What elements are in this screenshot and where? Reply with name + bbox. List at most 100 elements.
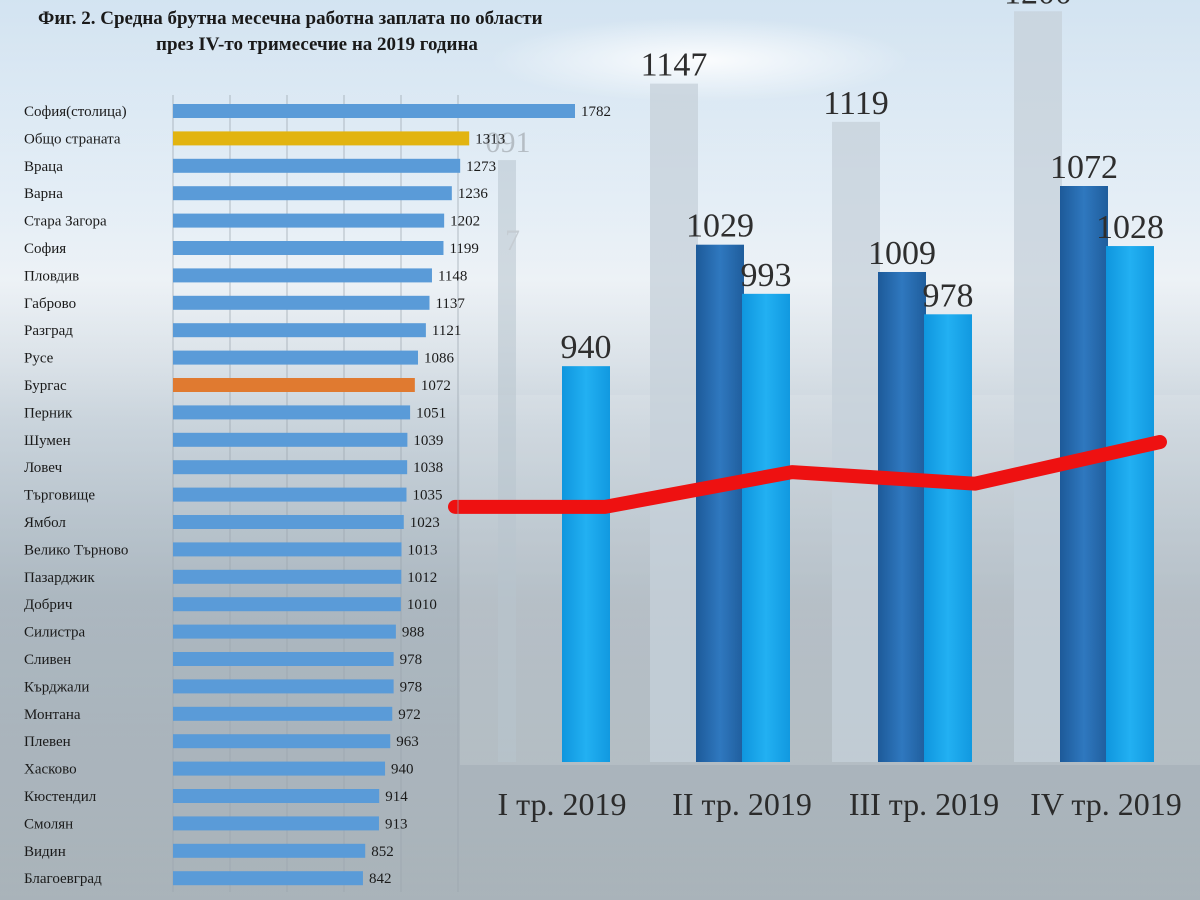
region-value-label: 1086 <box>424 351 455 367</box>
quarter-bar-4-series-1 <box>1014 11 1062 762</box>
region-label: Силистра <box>24 625 85 641</box>
region-value-label: 1199 <box>449 241 478 257</box>
region-value-label: 1273 <box>466 159 496 175</box>
quarter-bar-3-series-2 <box>878 271 926 762</box>
quarter-value-label: 091 <box>486 126 531 159</box>
quarter-value-label: 1200 <box>1004 0 1072 11</box>
region-bar <box>173 186 452 201</box>
region-label: Враца <box>24 159 63 175</box>
region-bar <box>173 405 411 420</box>
region-bar <box>173 295 430 310</box>
quarter-bar-4-series-3 <box>1106 246 1154 762</box>
region-value-label: 1038 <box>413 460 443 476</box>
quarter-value-label: 993 <box>741 257 792 294</box>
quarter-bar <box>696 244 744 762</box>
quarter-axis-label: IV тр. 2019 <box>1030 786 1182 822</box>
region-bar <box>173 487 407 502</box>
quarter-bar <box>562 366 610 762</box>
quarter-bar-3-series-3 <box>924 314 972 762</box>
quarter-bar-2-series-2 <box>696 244 744 762</box>
quarter-value-label: 1147 <box>641 47 708 84</box>
region-label: Видин <box>24 844 66 860</box>
quarter-value-label: 940 <box>561 329 612 366</box>
region-label: Монтана <box>24 707 81 723</box>
region-label: Перник <box>24 405 73 421</box>
region-bar <box>173 624 396 639</box>
region-bar <box>173 515 404 529</box>
region-value-label: 978 <box>400 652 423 668</box>
region-bar <box>173 131 470 146</box>
region-bar <box>173 679 394 694</box>
region-label: Кърджали <box>24 679 89 695</box>
region-value-label: 914 <box>385 789 408 805</box>
quarter-axis-label: II тр. 2019 <box>672 786 812 822</box>
region-value-label: 972 <box>398 707 421 723</box>
region-label: Габрово <box>24 296 76 312</box>
quarter-bar-4-series-2 <box>1060 186 1108 762</box>
quarter-bar <box>832 121 880 763</box>
region-bar <box>173 104 575 118</box>
region-bar <box>173 761 386 776</box>
region-label: Плевен <box>24 734 71 750</box>
quarter-bar-3-series-1 <box>832 121 880 763</box>
region-value-label: 1313 <box>475 131 505 147</box>
region-value-label: 940 <box>391 762 414 778</box>
quarter-bar <box>650 83 698 763</box>
region-value-label: 1051 <box>416 405 446 421</box>
region-label: Кюстендил <box>24 789 97 805</box>
region-label: Смолян <box>24 816 73 832</box>
quarter-value-label: 1009 <box>868 235 936 272</box>
region-bar <box>173 652 394 666</box>
chart-title-line2: през IV-то тримесечие на 2019 година <box>156 34 478 55</box>
region-value-label: 1137 <box>435 296 465 312</box>
region-label: Стара Загора <box>24 214 107 230</box>
quarter-bar-2-series-1 <box>650 83 698 763</box>
partial-value-label: 7 <box>505 224 520 257</box>
quarter-value-label: 1028 <box>1096 209 1164 246</box>
region-bar <box>173 460 408 475</box>
region-bar <box>173 268 432 283</box>
quarter-bar <box>1106 246 1154 762</box>
region-bar <box>173 706 393 721</box>
quarter-bar <box>742 293 790 762</box>
region-value-label: 1121 <box>432 323 461 339</box>
region-value-label: 842 <box>369 871 392 887</box>
chart-title-line1: Фиг. 2. Средна брутна месечна работна за… <box>38 8 543 29</box>
quarter-value-label: 1029 <box>686 208 754 245</box>
region-value-label: 1202 <box>450 214 480 230</box>
region-value-label: 1012 <box>407 570 437 586</box>
quarter-bar <box>1060 186 1108 762</box>
quarter-value-label: 1119 <box>823 85 888 122</box>
region-label: Благоевград <box>24 871 102 887</box>
quarter-bar <box>924 314 972 762</box>
region-label: Бургас <box>24 378 67 394</box>
region-value-label: 1013 <box>408 542 438 558</box>
region-bar <box>173 789 380 803</box>
quarter-axis-label: III тр. 2019 <box>849 786 999 822</box>
region-bar <box>173 350 418 365</box>
region-label: Русе <box>24 351 54 367</box>
quarter-bar <box>498 160 516 762</box>
region-label: Шумен <box>24 433 71 449</box>
region-bar <box>173 843 366 858</box>
region-bar <box>173 542 402 557</box>
region-value-label: 1782 <box>581 104 611 120</box>
region-label: Пазарджик <box>24 570 95 586</box>
region-bar <box>173 323 426 338</box>
region-label: Пловдив <box>24 268 79 284</box>
region-value-label: 1023 <box>410 515 440 531</box>
quarter-bar <box>1014 11 1062 762</box>
region-bar <box>173 241 444 255</box>
region-label: Разград <box>24 323 73 339</box>
region-label: Добрич <box>24 597 73 613</box>
region-bar <box>173 213 445 228</box>
region-value-label: 1148 <box>438 268 467 284</box>
region-value-label: 963 <box>396 734 419 750</box>
region-bar <box>173 816 379 831</box>
region-label: Ямбол <box>24 515 66 531</box>
region-bar <box>173 597 401 612</box>
quarter-bar-1-series-3 <box>562 366 610 762</box>
region-label: Търговище <box>24 488 95 504</box>
region-label: Общо страната <box>24 131 121 147</box>
